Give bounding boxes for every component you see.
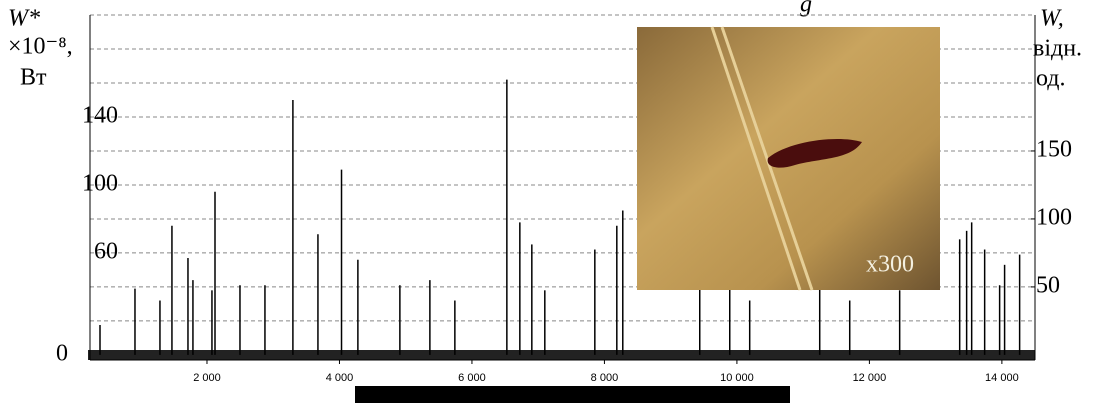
y2-label: відн. — [1033, 36, 1082, 62]
y-tick-label: 60 — [94, 238, 118, 264]
y-tick-label: 100 — [82, 170, 118, 196]
x-tick-label: 14 000 — [985, 372, 1019, 384]
x-tick-label: 12 000 — [853, 372, 887, 384]
inset-photo: x300 — [637, 26, 940, 291]
y-tick-label: 0 — [56, 340, 68, 366]
y2-tick-label: 150 — [1036, 136, 1072, 162]
scratch — [710, 26, 814, 291]
y-label: W* — [8, 6, 40, 32]
x-tick-label: 8 000 — [591, 372, 619, 384]
plot-area — [89, 14, 1036, 364]
y2-tick-label: 100 — [1036, 204, 1072, 230]
x-tick-label: 4 000 — [326, 372, 354, 384]
y-label: ×10⁻⁸, — [8, 34, 73, 60]
y2-label: од. — [1036, 66, 1066, 92]
y-label: Вт — [20, 65, 47, 91]
noise-band — [88, 350, 1035, 360]
chart-title: g — [800, 0, 812, 18]
y-tick-label: 140 — [82, 102, 118, 128]
x-tick-label: 6 000 — [458, 372, 486, 384]
y2-tick-label: 50 — [1036, 272, 1060, 298]
inset-label: x300 — [866, 252, 914, 278]
defect — [767, 138, 862, 168]
x-tick-label: 10 000 — [720, 372, 754, 384]
x-tick-label: 2 000 — [193, 372, 221, 384]
black-bar — [355, 386, 790, 403]
y2-label: W, — [1040, 6, 1064, 32]
